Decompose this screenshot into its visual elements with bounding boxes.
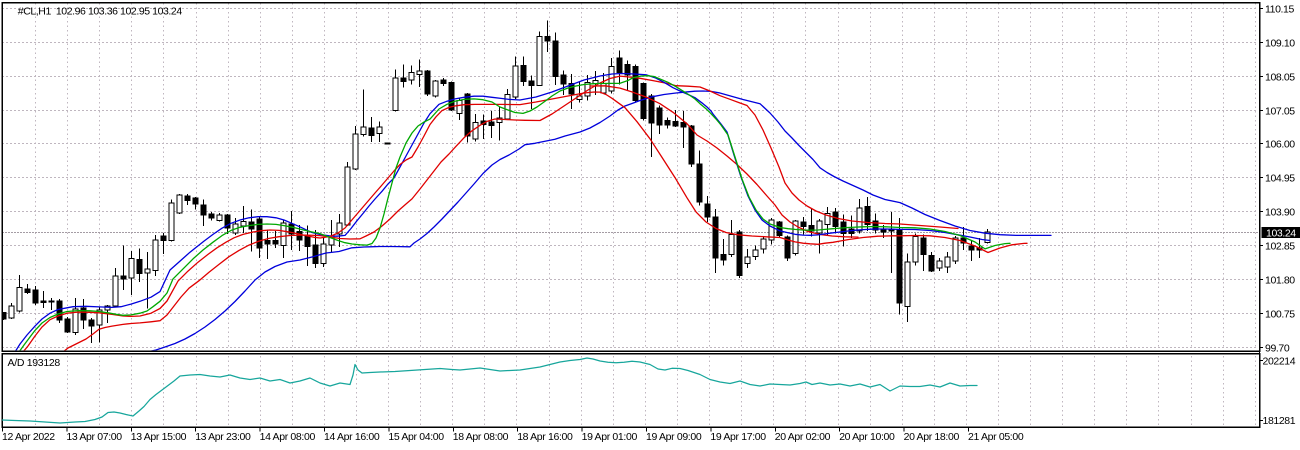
svg-text:20 Apr 18:00: 20 Apr 18:00 xyxy=(904,431,960,443)
svg-text:14 Apr 16:00: 14 Apr 16:00 xyxy=(324,431,380,443)
svg-text:21 Apr 05:00: 21 Apr 05:00 xyxy=(968,431,1024,443)
svg-text:103.24: 103.24 xyxy=(1266,227,1296,239)
svg-text:A/D 193128: A/D 193128 xyxy=(8,357,61,369)
svg-text:109.10: 109.10 xyxy=(1265,37,1295,49)
svg-text:104.95: 104.95 xyxy=(1265,172,1295,184)
svg-text:20 Apr 02:00: 20 Apr 02:00 xyxy=(775,431,831,443)
svg-text:20 Apr 10:00: 20 Apr 10:00 xyxy=(839,431,895,443)
svg-text:19 Apr 17:00: 19 Apr 17:00 xyxy=(710,431,766,443)
svg-text:14 Apr 08:00: 14 Apr 08:00 xyxy=(260,431,316,443)
svg-text:99.70: 99.70 xyxy=(1265,342,1290,354)
svg-text:102.85: 102.85 xyxy=(1265,240,1295,252)
svg-text:13 Apr 23:00: 13 Apr 23:00 xyxy=(195,431,251,443)
svg-text:108.05: 108.05 xyxy=(1265,71,1295,83)
svg-text:19 Apr 09:00: 19 Apr 09:00 xyxy=(646,431,702,443)
svg-text:181281: 181281 xyxy=(1263,415,1296,427)
svg-text:13 Apr 15:00: 13 Apr 15:00 xyxy=(131,431,187,443)
svg-text:107.05: 107.05 xyxy=(1265,105,1295,117)
svg-text:18 Apr 08:00: 18 Apr 08:00 xyxy=(453,431,509,443)
svg-text:19 Apr 01:00: 19 Apr 01:00 xyxy=(582,431,638,443)
svg-text:110.15: 110.15 xyxy=(1265,3,1294,15)
svg-text:15 Apr 04:00: 15 Apr 04:00 xyxy=(388,431,444,443)
svg-text:101.80: 101.80 xyxy=(1265,274,1295,286)
svg-text:13 Apr 07:00: 13 Apr 07:00 xyxy=(66,431,122,443)
svg-text:106.00: 106.00 xyxy=(1265,138,1295,150)
svg-text:100.75: 100.75 xyxy=(1265,308,1295,320)
svg-text:12 Apr 2022: 12 Apr 2022 xyxy=(2,431,55,443)
svg-text:18 Apr 16:00: 18 Apr 16:00 xyxy=(517,431,573,443)
svg-text:103.90: 103.90 xyxy=(1265,206,1295,218)
svg-text:202214: 202214 xyxy=(1263,355,1296,367)
svg-text:#CL,H1 102.96 103.36 102.95 1: #CL,H1 102.96 103.36 102.95 103.24 xyxy=(18,5,183,17)
